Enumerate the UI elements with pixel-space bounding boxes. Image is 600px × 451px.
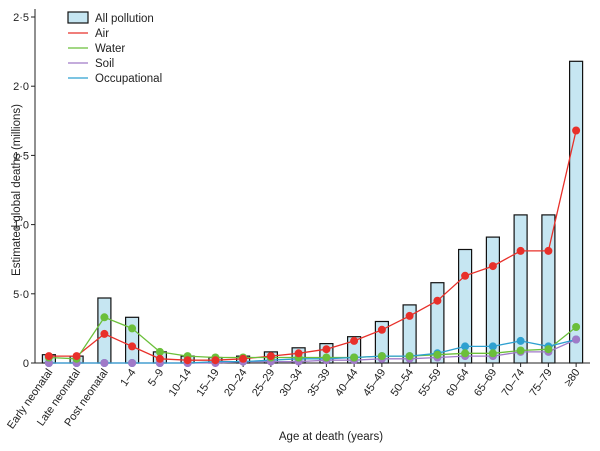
data-point xyxy=(44,352,53,361)
data-point xyxy=(488,349,497,358)
y-tick-labels-group: 0 5·0 1·0 1·5 2·0 2·5 xyxy=(13,12,29,370)
data-point xyxy=(183,356,192,365)
series-line xyxy=(48,316,577,360)
x-tick-label: ≥80 xyxy=(562,367,582,389)
data-point xyxy=(488,342,497,351)
data-point xyxy=(488,262,497,271)
x-tick-label: 5–9 xyxy=(146,367,166,389)
data-point xyxy=(405,311,414,320)
y-tick-label: 5·0 xyxy=(13,289,29,301)
data-point xyxy=(544,246,553,255)
x-tick-label: 25–29 xyxy=(250,367,277,399)
x-tick-label: 40–44 xyxy=(333,367,360,399)
data-point xyxy=(516,336,525,345)
data-point xyxy=(516,346,525,355)
data-point xyxy=(377,325,386,334)
x-tick-label: 35–39 xyxy=(305,367,332,399)
x-tick-label: 10–14 xyxy=(167,367,194,399)
data-point xyxy=(461,271,470,280)
data-point xyxy=(72,352,81,361)
bar-series-group xyxy=(41,60,584,364)
data-point xyxy=(155,354,164,363)
bar xyxy=(568,60,584,364)
data-point xyxy=(516,246,525,255)
legend-swatch xyxy=(67,11,89,24)
x-tick-label: 45–49 xyxy=(361,367,388,399)
data-point xyxy=(350,336,359,345)
x-tick-label: 65–69 xyxy=(472,367,499,399)
data-point xyxy=(100,359,109,367)
axes-group xyxy=(31,9,590,367)
data-point xyxy=(461,349,470,358)
y-tick-label: 0 xyxy=(23,358,29,370)
data-point xyxy=(100,313,109,322)
data-point xyxy=(128,359,137,367)
legend-label: Water xyxy=(95,43,125,55)
x-tick-label: 70–74 xyxy=(500,367,527,399)
data-point xyxy=(322,353,331,362)
series-line xyxy=(48,130,577,361)
bar xyxy=(541,214,556,364)
data-point xyxy=(461,342,470,351)
y-tick-label: 1·0 xyxy=(13,220,29,232)
y-tick-label: 2·0 xyxy=(13,81,29,93)
data-point xyxy=(405,352,414,361)
series-line xyxy=(48,338,577,364)
data-point xyxy=(100,329,109,338)
data-point xyxy=(322,345,331,354)
data-point xyxy=(572,335,581,344)
data-point xyxy=(155,347,164,356)
bar xyxy=(124,316,140,364)
data-point xyxy=(377,352,386,361)
data-point xyxy=(211,356,220,365)
x-tick-label: 55–59 xyxy=(416,367,443,399)
legend-label: All pollution xyxy=(95,13,154,25)
data-point xyxy=(266,352,275,361)
legend-label: Air xyxy=(95,28,109,40)
line-series-group xyxy=(48,130,577,364)
x-tick-label: 60–64 xyxy=(444,367,471,399)
legend: All pollution Air Water Soil Occupational xyxy=(67,11,162,85)
data-point xyxy=(572,323,581,331)
data-point xyxy=(239,354,248,363)
legend-label: Occupational xyxy=(95,73,162,85)
x-tick-label: 50–54 xyxy=(389,367,416,399)
point-markers-group xyxy=(44,126,581,367)
data-point xyxy=(350,353,359,362)
y-axis-title: Estimated global deaths (millions) xyxy=(11,104,23,276)
x-tick-label: 20–24 xyxy=(222,367,249,399)
x-tick-label: 75–79 xyxy=(527,367,554,399)
data-point xyxy=(294,349,303,358)
y-tick-label: 2·5 xyxy=(13,12,29,24)
data-point xyxy=(128,342,137,351)
x-tick-label: 15–19 xyxy=(194,367,221,399)
data-point xyxy=(433,350,442,359)
data-point xyxy=(544,345,553,354)
data-point xyxy=(572,126,581,135)
y-tick-label: 1·5 xyxy=(13,150,29,162)
data-point xyxy=(433,296,442,305)
x-tick-label: 30–34 xyxy=(278,367,305,399)
data-point xyxy=(44,359,53,367)
data-point xyxy=(128,324,137,333)
x-tick-label: 1–4 xyxy=(118,367,138,389)
legend-label: Soil xyxy=(95,58,114,70)
x-axis-title: Age at death (years) xyxy=(279,431,383,443)
